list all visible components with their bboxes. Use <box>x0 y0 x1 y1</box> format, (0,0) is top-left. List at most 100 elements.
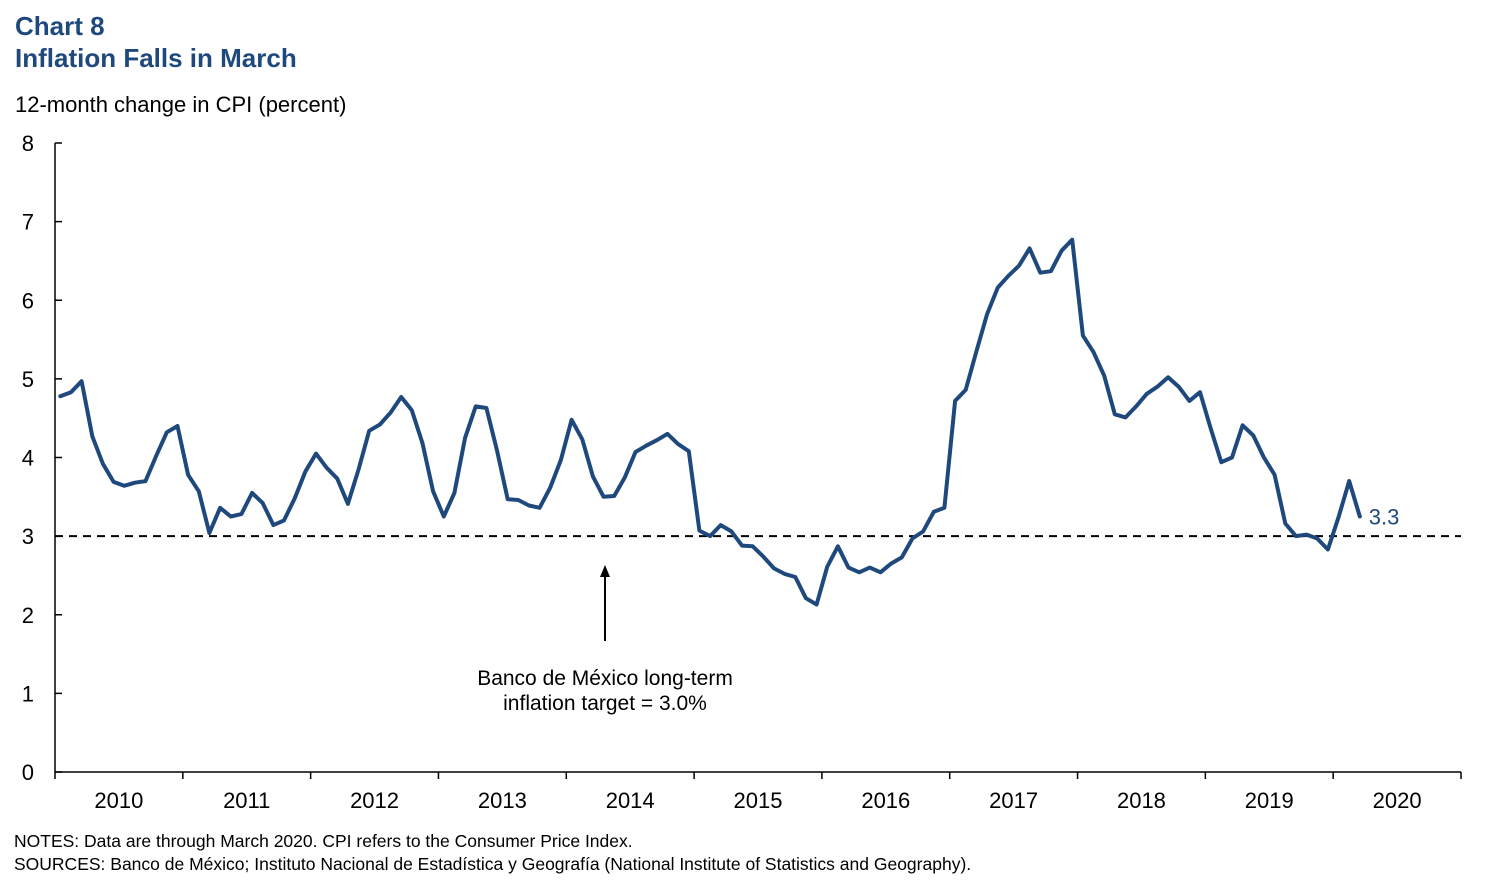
y-tick-label: 0 <box>22 760 34 785</box>
data-point <box>326 467 328 469</box>
notes-text: NOTES: Data are through March 2020. CPI … <box>14 831 633 851</box>
data-point <box>752 545 754 547</box>
chart-number: Chart 8 <box>15 11 105 41</box>
y-axis-label: 12-month change in CPI (percent) <box>15 92 347 117</box>
data-point <box>1316 538 1318 539</box>
x-tick-label: 2012 <box>350 788 399 813</box>
data-point <box>1306 534 1308 536</box>
x-tick-label: 2014 <box>606 788 655 813</box>
data-point <box>336 478 338 480</box>
data-point <box>1039 272 1041 274</box>
data-point <box>656 439 658 441</box>
data-point <box>81 380 83 382</box>
data-point <box>816 604 818 605</box>
data-point <box>1359 516 1361 517</box>
data-point <box>187 474 189 476</box>
data-point <box>219 507 221 509</box>
data-point <box>411 409 413 411</box>
end-value-label: 3.3 <box>1369 504 1400 529</box>
data-point <box>1082 335 1084 337</box>
data-point <box>91 435 93 437</box>
data-point <box>485 407 487 409</box>
x-tick-label: 2020 <box>1373 788 1422 813</box>
data-point <box>464 437 466 439</box>
data-point <box>1242 424 1244 426</box>
data-point <box>70 391 72 393</box>
data-point <box>240 513 242 515</box>
data-point <box>848 567 849 569</box>
data-point <box>59 395 61 397</box>
data-point <box>837 545 839 547</box>
data-point <box>262 502 264 504</box>
data-point <box>1327 549 1329 550</box>
data-point <box>880 571 881 573</box>
x-tick-label: 2015 <box>734 788 783 813</box>
cpi-inflation-line <box>58 237 1362 607</box>
data-point <box>677 443 679 445</box>
data-point <box>773 567 775 569</box>
data-point <box>517 499 519 501</box>
data-point <box>613 495 615 497</box>
data-point <box>805 597 807 599</box>
x-tick-label: 2016 <box>861 788 910 813</box>
data-point <box>123 485 125 487</box>
data-point <box>208 532 210 534</box>
data-point <box>975 350 977 352</box>
data-point <box>1348 480 1350 482</box>
data-point <box>560 459 562 461</box>
data-point <box>453 492 455 494</box>
x-tick-label: 2017 <box>989 788 1038 813</box>
data-point <box>1220 461 1222 463</box>
data-point <box>986 313 988 315</box>
data-point <box>145 480 146 482</box>
data-point <box>177 425 178 427</box>
data-point <box>1125 416 1126 418</box>
x-tick-label: 2019 <box>1245 788 1294 813</box>
data-point <box>1284 523 1286 524</box>
data-point <box>1338 516 1339 518</box>
y-tick-label: 8 <box>22 131 34 156</box>
data-point <box>635 451 636 453</box>
data-point <box>911 538 913 539</box>
data-point <box>826 566 828 568</box>
data-point <box>1103 375 1105 377</box>
data-point <box>102 463 104 465</box>
x-tick-label: 2018 <box>1117 788 1166 813</box>
x-tick-label: 2011 <box>223 788 270 813</box>
axes: 0 1 2 3 4 5 6 7 8 2010 2011 2012 2013 2014 2015 2016 201… <box>22 131 1462 813</box>
data-point <box>1061 250 1063 252</box>
data-point <box>1050 270 1052 272</box>
data-point <box>272 524 274 526</box>
sources-text: SOURCES: Banco de México; Instituto Naci… <box>14 854 972 874</box>
data-point <box>1135 405 1137 407</box>
data-point <box>400 396 402 398</box>
data-point <box>347 503 349 505</box>
data-point <box>1018 265 1020 267</box>
data-point <box>869 567 871 569</box>
data-point <box>443 516 445 517</box>
data-point <box>134 482 136 484</box>
data-point <box>1263 457 1265 458</box>
data-point <box>1093 351 1094 353</box>
data-point <box>198 490 200 492</box>
data-point <box>230 516 232 517</box>
data-point <box>603 496 605 498</box>
data-point <box>1071 239 1073 241</box>
data-point <box>730 530 732 532</box>
data-point <box>1167 376 1169 378</box>
data-point <box>294 497 296 499</box>
data-point <box>283 519 285 521</box>
data-point <box>507 498 509 500</box>
y-tick-label: 2 <box>22 603 34 628</box>
data-point <box>890 563 892 565</box>
data-point <box>943 507 945 509</box>
data-point <box>496 449 498 451</box>
data-point <box>549 486 551 488</box>
x-tick-label: 2013 <box>478 788 527 813</box>
data-point <box>1199 391 1201 393</box>
y-tick-label: 6 <box>22 288 34 313</box>
y-tick-label: 7 <box>22 210 34 235</box>
data-point <box>251 492 253 494</box>
data-point <box>1295 535 1297 537</box>
